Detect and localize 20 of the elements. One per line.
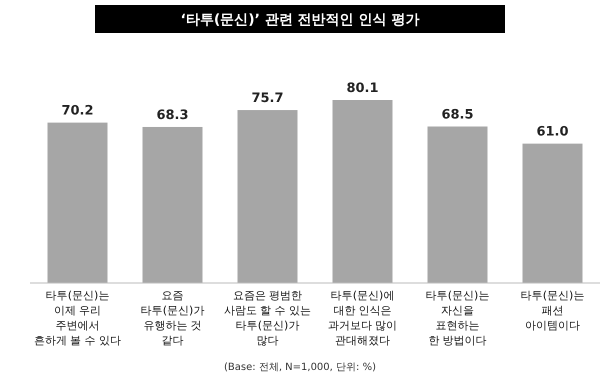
bar bbox=[522, 144, 582, 283]
text: (Base: 전체, N=1,000, 단위: %) bbox=[224, 362, 376, 373]
bar bbox=[142, 126, 202, 283]
x-tick-label: 타투(문신)는 패션 아이템이다 bbox=[520, 289, 584, 332]
chart-title: ‘타투(문신)’ 관련 전반적인 인식 평가 bbox=[180, 12, 420, 28]
bar bbox=[238, 110, 298, 283]
data-label: 68.3 bbox=[156, 108, 189, 123]
x-tick-label: 요즘은 평범한 사람도 할 수 있는 타투(문신)가 많다 bbox=[224, 289, 312, 347]
data-label: 68.5 bbox=[441, 108, 474, 122]
x-tick-label: 타투(문신)는 이제 우리 주변에서 흔하게 볼 수 있다 bbox=[34, 289, 122, 347]
data-label: 61.0 bbox=[536, 124, 569, 140]
bar bbox=[428, 126, 488, 283]
data-label: 80.1 bbox=[346, 81, 379, 96]
x-tick-label: 타투(문신)에 대한 인식은 과거보다 많이 관대해졌다 bbox=[328, 289, 398, 347]
bar bbox=[48, 122, 108, 283]
bar bbox=[332, 100, 392, 283]
x-tick-label: 요즘 타투(문신)가 유행하는 것 같다 bbox=[140, 289, 204, 347]
data-label: 75.7 bbox=[251, 91, 284, 106]
data-label: 70.2 bbox=[61, 104, 94, 119]
x-tick-label: 타투(문신)는 자신을 표현하는 한 방법이다 bbox=[426, 289, 490, 347]
